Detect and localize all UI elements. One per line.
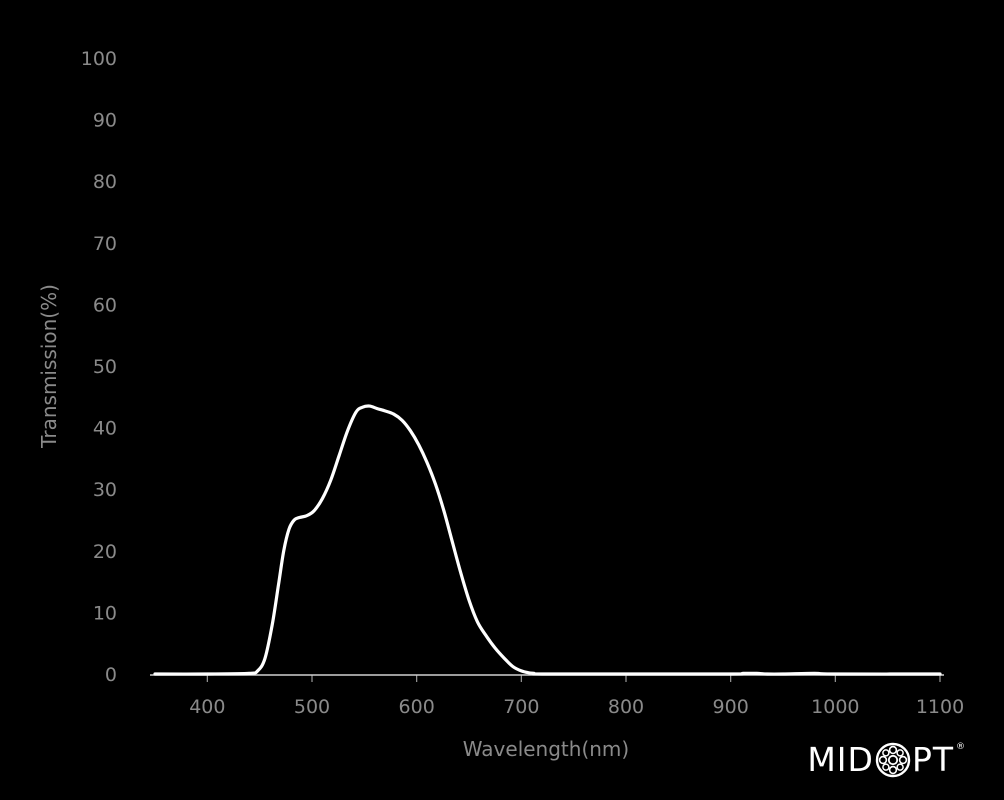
y-tick-label: 10 [93, 602, 117, 624]
midopt-logo: MID PT ® [807, 740, 966, 779]
y-tick-label: 20 [93, 541, 117, 563]
series-group [153, 404, 942, 676]
x-tick-label: 700 [503, 696, 539, 718]
logo-text-right: PT [911, 740, 954, 779]
y-tick-label: 0 [105, 664, 117, 686]
x-tick-label: 1000 [811, 696, 859, 718]
y-tick-label: 100 [81, 48, 117, 70]
y-tick-label: 80 [93, 171, 117, 193]
y-tick-label: 40 [93, 418, 117, 440]
logo-text-left: MID [807, 740, 874, 779]
x-tick-label: 1100 [916, 696, 964, 718]
x-axis-title: Wavelength(nm) [463, 737, 629, 761]
series-line-0 [153, 404, 942, 676]
x-tick-label: 500 [294, 696, 330, 718]
logo-lens-icon [875, 742, 911, 777]
y-tick-label: 70 [93, 233, 117, 255]
x-tick-label: 800 [608, 696, 644, 718]
y-tick-label: 60 [93, 294, 117, 316]
y-tick-label: 90 [93, 110, 117, 132]
logo-registered-mark: ® [956, 742, 966, 752]
y-axis-ticks: 0 10 20 30 40 50 60 70 80 90 100 [81, 48, 117, 686]
y-axis-title: Transmission(%) [37, 284, 61, 449]
x-tick-label: 600 [399, 696, 435, 718]
x-tick-label: 400 [189, 696, 225, 718]
x-tick-label: 900 [713, 696, 749, 718]
y-tick-label: 50 [93, 356, 117, 378]
y-tick-label: 30 [93, 479, 117, 501]
x-axis-ticks: 400 500 600 700 800 900 1000 1100 [189, 675, 964, 718]
